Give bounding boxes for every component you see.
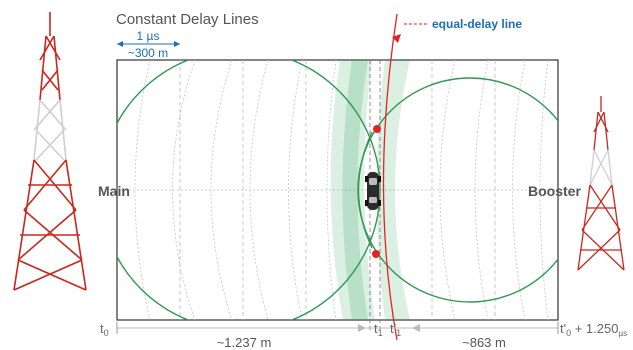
distance-main: ~1.237 m <box>217 335 272 350</box>
intersection-point-upper <box>373 125 381 133</box>
equal-delay-line <box>382 13 398 341</box>
equal-delay-label: equal-delay line <box>432 17 522 31</box>
timeline: t0 t1 t'1 t'0 + 1.250µs ~1.237 m ~863 m <box>100 321 627 350</box>
main-label: Main <box>98 183 130 199</box>
equal-delay-band-inner <box>342 60 368 320</box>
equal-delay-arrow <box>392 34 401 43</box>
distance-booster: ~863 m <box>462 335 506 350</box>
car-icon <box>365 172 381 210</box>
constant-delay-curves <box>134 60 549 320</box>
equal-delay-callout: equal-delay line <box>404 17 522 31</box>
scale-time-label: 1 µs <box>137 29 160 43</box>
booster-tower-icon <box>577 96 625 271</box>
booster-label: Booster <box>528 183 581 199</box>
scale-distance-label: ~300 m <box>128 46 168 60</box>
time-t0: t0 <box>100 321 109 338</box>
time-t0-prime: t'0 + 1.250µs <box>560 321 627 338</box>
field-frame <box>116 13 559 341</box>
page-title: Constant Delay Lines <box>116 11 259 28</box>
intersection-point-lower <box>372 250 380 258</box>
scale-bar: 1 µs ~300 m <box>117 29 180 60</box>
time-t1: t1 <box>374 321 383 338</box>
main-tower-icon <box>13 12 87 291</box>
time-t1-prime: t'1 <box>390 321 401 338</box>
